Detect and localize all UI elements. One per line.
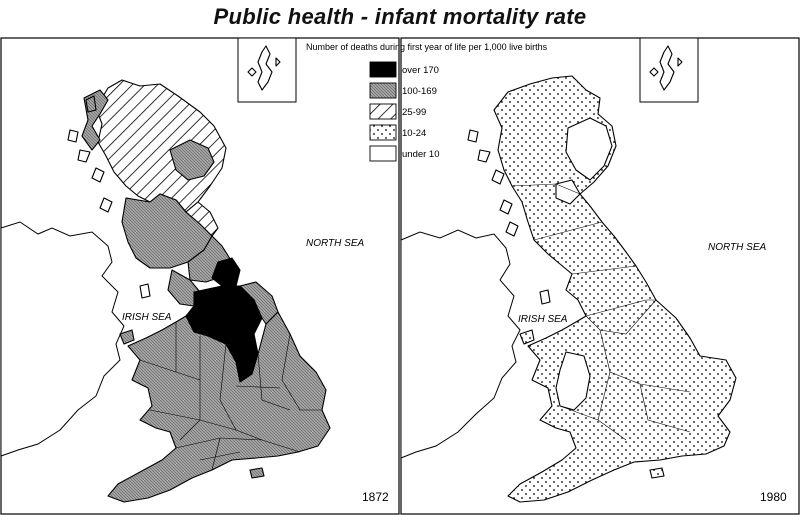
legend-caption: Number of deaths during first year of li… — [306, 42, 548, 52]
legend-item: under 10 — [369, 145, 440, 162]
region-north-scotland-1872 — [95, 79, 227, 213]
anglesey — [519, 329, 535, 345]
ireland-landmass — [0, 221, 125, 457]
western-isles — [467, 129, 519, 237]
region-anglesey-1872 — [119, 329, 135, 345]
legend-item: 100-169 — [369, 82, 437, 99]
north-sea-label: NORTH SEA — [708, 242, 766, 253]
legend-item: 25-99 — [369, 103, 426, 120]
map-panel-1872: NORTH SEA IRISH SEA 1872 — [0, 37, 400, 515]
region-central-scotland-1872 — [169, 139, 215, 181]
isle-of-man — [139, 283, 151, 299]
western-isles — [67, 95, 113, 213]
legend-swatch — [369, 61, 397, 78]
county-boundaries-1872 — [139, 322, 322, 471]
region-england-wales-1872 — [107, 311, 331, 503]
region-fife-1980 — [555, 179, 581, 205]
shetland-islands — [257, 45, 273, 91]
isle-of-man — [539, 289, 551, 305]
map-panel-1980: NORTH SEA IRISH SEA 1980 — [400, 37, 800, 515]
map-title: Public health - infant mortality rate — [213, 4, 587, 29]
shetland-islets — [649, 57, 683, 77]
isle-of-wight — [649, 467, 665, 479]
legend-label: 25-99 — [402, 107, 426, 118]
legend-item: over 170 — [369, 61, 439, 78]
shetland-islets — [247, 57, 281, 77]
region-grampian-1980 — [565, 117, 613, 181]
ireland-landmass — [400, 229, 521, 459]
region-great-britain-1980 — [493, 75, 737, 503]
region-wales-1980 — [555, 351, 591, 411]
legend-item: 10-24 — [369, 124, 426, 141]
legend-swatch — [369, 145, 397, 162]
year-label: 1980 — [760, 490, 787, 504]
north-sea-label: NORTH SEA — [306, 238, 364, 249]
legend-label: 100-169 — [402, 86, 437, 97]
region-borders-1872 — [185, 201, 219, 237]
legend-swatch — [369, 124, 397, 141]
year-label: 1872 — [362, 490, 389, 504]
legend-swatch — [369, 82, 397, 99]
legend: Number of deaths during first year of li… — [306, 42, 548, 162]
legend-swatch — [369, 103, 397, 120]
isle-of-wight — [249, 467, 265, 479]
legend-label: over 170 — [402, 65, 439, 76]
irish-sea-label: IRISH SEA — [518, 314, 568, 325]
legend-label: under 10 — [402, 149, 440, 160]
region-boundaries-1980 — [511, 183, 701, 441]
shetland-islands — [659, 45, 675, 91]
legend-label: 10-24 — [402, 128, 426, 139]
irish-sea-label: IRISH SEA — [122, 312, 172, 323]
